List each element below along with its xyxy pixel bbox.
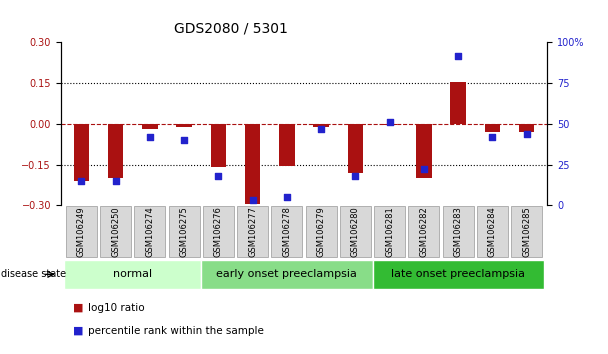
FancyBboxPatch shape: [477, 206, 508, 257]
Point: [385, 119, 395, 125]
Text: GSM106279: GSM106279: [317, 206, 326, 257]
Bar: [485, 124, 500, 132]
Bar: [108, 124, 123, 178]
FancyBboxPatch shape: [271, 206, 302, 257]
Bar: [519, 124, 534, 132]
Text: GSM106278: GSM106278: [282, 206, 291, 257]
Point: [522, 131, 531, 137]
Bar: [313, 124, 329, 127]
Text: ■: ■: [73, 303, 83, 313]
Point: [282, 194, 292, 200]
Point: [247, 198, 257, 203]
Text: GSM106283: GSM106283: [454, 206, 463, 257]
Text: GSM106285: GSM106285: [522, 206, 531, 257]
FancyBboxPatch shape: [64, 260, 201, 289]
FancyBboxPatch shape: [168, 206, 199, 257]
FancyBboxPatch shape: [373, 260, 544, 289]
FancyBboxPatch shape: [511, 206, 542, 257]
Bar: [416, 124, 432, 178]
Text: GDS2080 / 5301: GDS2080 / 5301: [174, 21, 288, 35]
Bar: [176, 124, 192, 127]
FancyBboxPatch shape: [201, 260, 373, 289]
Text: GSM106275: GSM106275: [179, 206, 188, 257]
Point: [179, 137, 189, 143]
Text: disease state: disease state: [1, 269, 66, 279]
Bar: [279, 124, 295, 166]
Text: ■: ■: [73, 326, 83, 336]
Point: [351, 173, 361, 179]
FancyBboxPatch shape: [100, 206, 131, 257]
Text: log10 ratio: log10 ratio: [88, 303, 145, 313]
Text: late onset preeclampsia: late onset preeclampsia: [391, 269, 525, 279]
Bar: [74, 124, 89, 181]
Text: percentile rank within the sample: percentile rank within the sample: [88, 326, 264, 336]
Point: [316, 126, 326, 132]
Point: [145, 134, 154, 140]
FancyBboxPatch shape: [306, 206, 337, 257]
Text: GSM106284: GSM106284: [488, 206, 497, 257]
FancyBboxPatch shape: [409, 206, 440, 257]
Bar: [348, 124, 363, 173]
FancyBboxPatch shape: [237, 206, 268, 257]
Point: [213, 173, 223, 179]
FancyBboxPatch shape: [443, 206, 474, 257]
FancyBboxPatch shape: [134, 206, 165, 257]
Bar: [245, 124, 260, 204]
Point: [77, 178, 86, 184]
Bar: [210, 124, 226, 167]
Text: GSM106276: GSM106276: [214, 206, 223, 257]
Text: GSM106274: GSM106274: [145, 206, 154, 257]
Text: GSM106249: GSM106249: [77, 206, 86, 257]
FancyBboxPatch shape: [374, 206, 405, 257]
Text: GSM106277: GSM106277: [248, 206, 257, 257]
Point: [488, 134, 497, 140]
FancyBboxPatch shape: [66, 206, 97, 257]
Point: [111, 178, 120, 184]
FancyBboxPatch shape: [203, 206, 234, 257]
Text: GSM106281: GSM106281: [385, 206, 394, 257]
FancyBboxPatch shape: [340, 206, 371, 257]
Text: GSM106250: GSM106250: [111, 206, 120, 257]
Text: early onset preeclampsia: early onset preeclampsia: [216, 269, 358, 279]
Bar: [142, 124, 157, 129]
Text: GSM106280: GSM106280: [351, 206, 360, 257]
Text: GSM106282: GSM106282: [420, 206, 429, 257]
Bar: [382, 124, 398, 125]
Point: [419, 167, 429, 172]
Text: normal: normal: [113, 269, 152, 279]
Bar: [451, 82, 466, 124]
Point: [454, 53, 463, 58]
